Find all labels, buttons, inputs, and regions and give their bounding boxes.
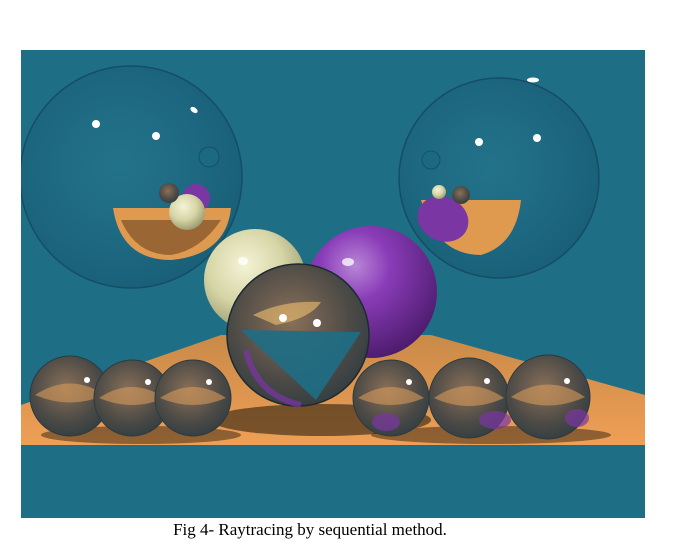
glass-sphere-row xyxy=(29,354,591,440)
small-glass-sphere xyxy=(29,355,111,437)
large-glass-sphere-left xyxy=(21,65,243,289)
small-glass-sphere xyxy=(154,359,232,437)
raytraced-render xyxy=(21,50,645,518)
small-glass-sphere xyxy=(428,357,511,439)
lower-background xyxy=(21,445,645,518)
large-glass-sphere-right xyxy=(398,77,600,279)
raytraced-scene xyxy=(21,50,645,518)
central-glass-sphere xyxy=(226,263,370,408)
small-glass-sphere xyxy=(352,359,430,437)
small-glass-sphere xyxy=(93,359,171,437)
small-glass-sphere xyxy=(505,354,591,440)
figure-caption: Fig 4- Raytracing by sequential method. xyxy=(173,520,447,539)
